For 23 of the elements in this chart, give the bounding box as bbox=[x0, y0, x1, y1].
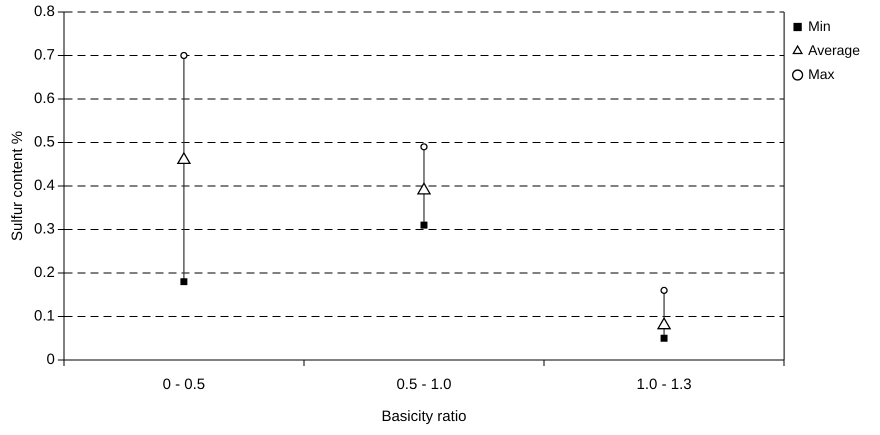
y-tick-label: 0.8 bbox=[34, 3, 55, 20]
point bbox=[660, 334, 668, 342]
legend-label: Average bbox=[808, 42, 860, 58]
point bbox=[180, 278, 188, 286]
y-tick-label: 0.7 bbox=[34, 46, 55, 64]
x-axis-title: Basicity ratio bbox=[381, 408, 466, 426]
point bbox=[180, 52, 188, 60]
point bbox=[420, 143, 428, 150]
y-tick-label: 0.5 bbox=[34, 134, 55, 151]
legend-label: Min bbox=[808, 18, 831, 34]
y-tick-label: 0.3 bbox=[34, 220, 55, 238]
point bbox=[660, 286, 668, 294]
legend-label: Max bbox=[808, 66, 835, 82]
y-tick-label: 0.4 bbox=[34, 177, 55, 194]
y-tick-label: 0 bbox=[46, 351, 55, 368]
y-tick-label: 0.6 bbox=[34, 90, 55, 108]
x-tick-label: 0.5 - 1.0 bbox=[396, 376, 452, 394]
y-axis-title: Sulfur content % bbox=[9, 130, 26, 242]
point bbox=[420, 222, 428, 229]
y-tick-label: 0.2 bbox=[34, 264, 55, 282]
x-tick-label: 1.0 - 1.3 bbox=[636, 376, 692, 394]
x-tick-label: 0 - 0.5 bbox=[162, 376, 206, 394]
y-tick-label: 0.1 bbox=[34, 308, 55, 325]
